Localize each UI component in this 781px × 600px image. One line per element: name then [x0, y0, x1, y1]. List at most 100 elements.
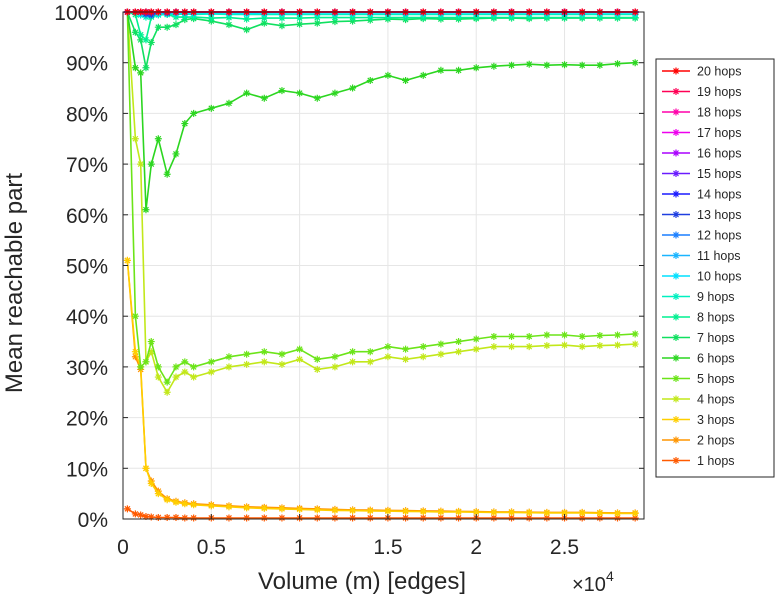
data-point: [147, 480, 155, 488]
legend-label: 15 hops: [697, 167, 741, 181]
legend-marker: [672, 293, 680, 300]
data-point: [278, 14, 286, 22]
series-line: [126, 260, 636, 515]
data-point: [313, 94, 321, 102]
x-axis-exponent: ×104: [572, 568, 614, 596]
data-point: [331, 506, 339, 514]
data-point: [525, 509, 533, 517]
x-tick-label-2: 1: [294, 536, 306, 559]
legend-label: 11 hops: [697, 249, 741, 263]
data-point: [172, 150, 180, 158]
legend-label: 19 hops: [697, 85, 741, 99]
legend-label: 2 hops: [697, 434, 735, 448]
series-6-hops: [123, 8, 639, 214]
legend-marker: [672, 272, 680, 280]
data-point: [190, 373, 198, 381]
data-point: [578, 509, 586, 517]
data-point: [543, 514, 551, 522]
data-point: [543, 61, 551, 69]
data-point: [260, 514, 268, 522]
data-point: [154, 135, 162, 143]
data-point: [181, 368, 189, 376]
data-point: [163, 496, 171, 504]
y-tick-label-2: 20%: [66, 408, 108, 431]
data-point: [384, 507, 392, 515]
data-point: [278, 505, 286, 513]
series-line: [126, 260, 636, 514]
data-point: [131, 28, 139, 36]
legend-marker: [672, 231, 680, 239]
data-point: [366, 76, 374, 84]
data-point: [384, 343, 392, 351]
legend-label: 13 hops: [697, 208, 741, 222]
data-point: [525, 343, 533, 351]
legend-label: 16 hops: [697, 147, 741, 161]
x-exponent-base: ×10: [572, 574, 606, 596]
data-point: [243, 15, 251, 23]
data-point: [243, 514, 251, 522]
data-point: [366, 514, 374, 522]
y-tick-label-4: 40%: [66, 306, 108, 329]
data-point: [142, 36, 150, 44]
legend-label: 9 hops: [697, 290, 735, 304]
data-point: [614, 514, 622, 522]
data-point: [131, 135, 139, 143]
data-point: [131, 64, 139, 72]
data-point: [614, 60, 622, 68]
data-point: [123, 505, 131, 513]
data-point: [508, 508, 516, 516]
data-point: [163, 378, 171, 386]
data-point: [561, 341, 569, 349]
data-point: [278, 22, 286, 30]
legend-label: 10 hops: [697, 270, 741, 284]
data-point: [278, 350, 286, 358]
series-line: [126, 11, 636, 68]
legend-item: 17 hops: [662, 126, 741, 140]
legend-marker: [672, 334, 680, 341]
data-point: [225, 99, 233, 107]
data-point: [225, 514, 233, 522]
data-point: [508, 514, 516, 522]
data-point: [596, 342, 604, 350]
data-point: [154, 513, 162, 521]
data-point: [190, 363, 198, 371]
data-point: [349, 84, 357, 92]
series-line: [126, 11, 636, 384]
y-axis-title: Mean reachable part: [1, 173, 28, 393]
y-tick-label-7: 70%: [66, 154, 108, 177]
data-point: [525, 332, 533, 340]
data-point: [472, 508, 480, 516]
data-point: [455, 508, 463, 516]
data-point: [243, 504, 251, 512]
legend-item: 18 hops: [662, 106, 741, 120]
y-tick-label-0: 0%: [78, 509, 108, 532]
data-point: [419, 343, 427, 351]
data-point: [455, 338, 463, 346]
data-point: [631, 514, 639, 522]
legend-item: 20 hops: [662, 65, 741, 79]
legend-marker: [672, 457, 680, 464]
data-point: [402, 514, 410, 522]
legend-item: 4 hops: [662, 393, 735, 407]
data-point: [154, 23, 162, 31]
data-point: [437, 340, 445, 348]
data-point: [243, 350, 251, 358]
data-point: [131, 312, 139, 320]
legend-marker: [672, 313, 680, 321]
data-point: [278, 360, 286, 368]
data-point: [260, 504, 268, 512]
data-point: [137, 363, 145, 371]
data-point: [331, 353, 339, 361]
legend-item: 1 hops: [662, 454, 735, 468]
data-point: [543, 509, 551, 517]
data-point: [154, 363, 162, 371]
data-point: [402, 345, 410, 353]
legend-label: 20 hops: [697, 65, 741, 79]
legend-marker: [672, 129, 680, 136]
data-point: [596, 61, 604, 69]
data-point: [172, 498, 180, 506]
data-point: [490, 514, 498, 522]
data-point: [147, 348, 155, 356]
data-point: [543, 342, 551, 350]
